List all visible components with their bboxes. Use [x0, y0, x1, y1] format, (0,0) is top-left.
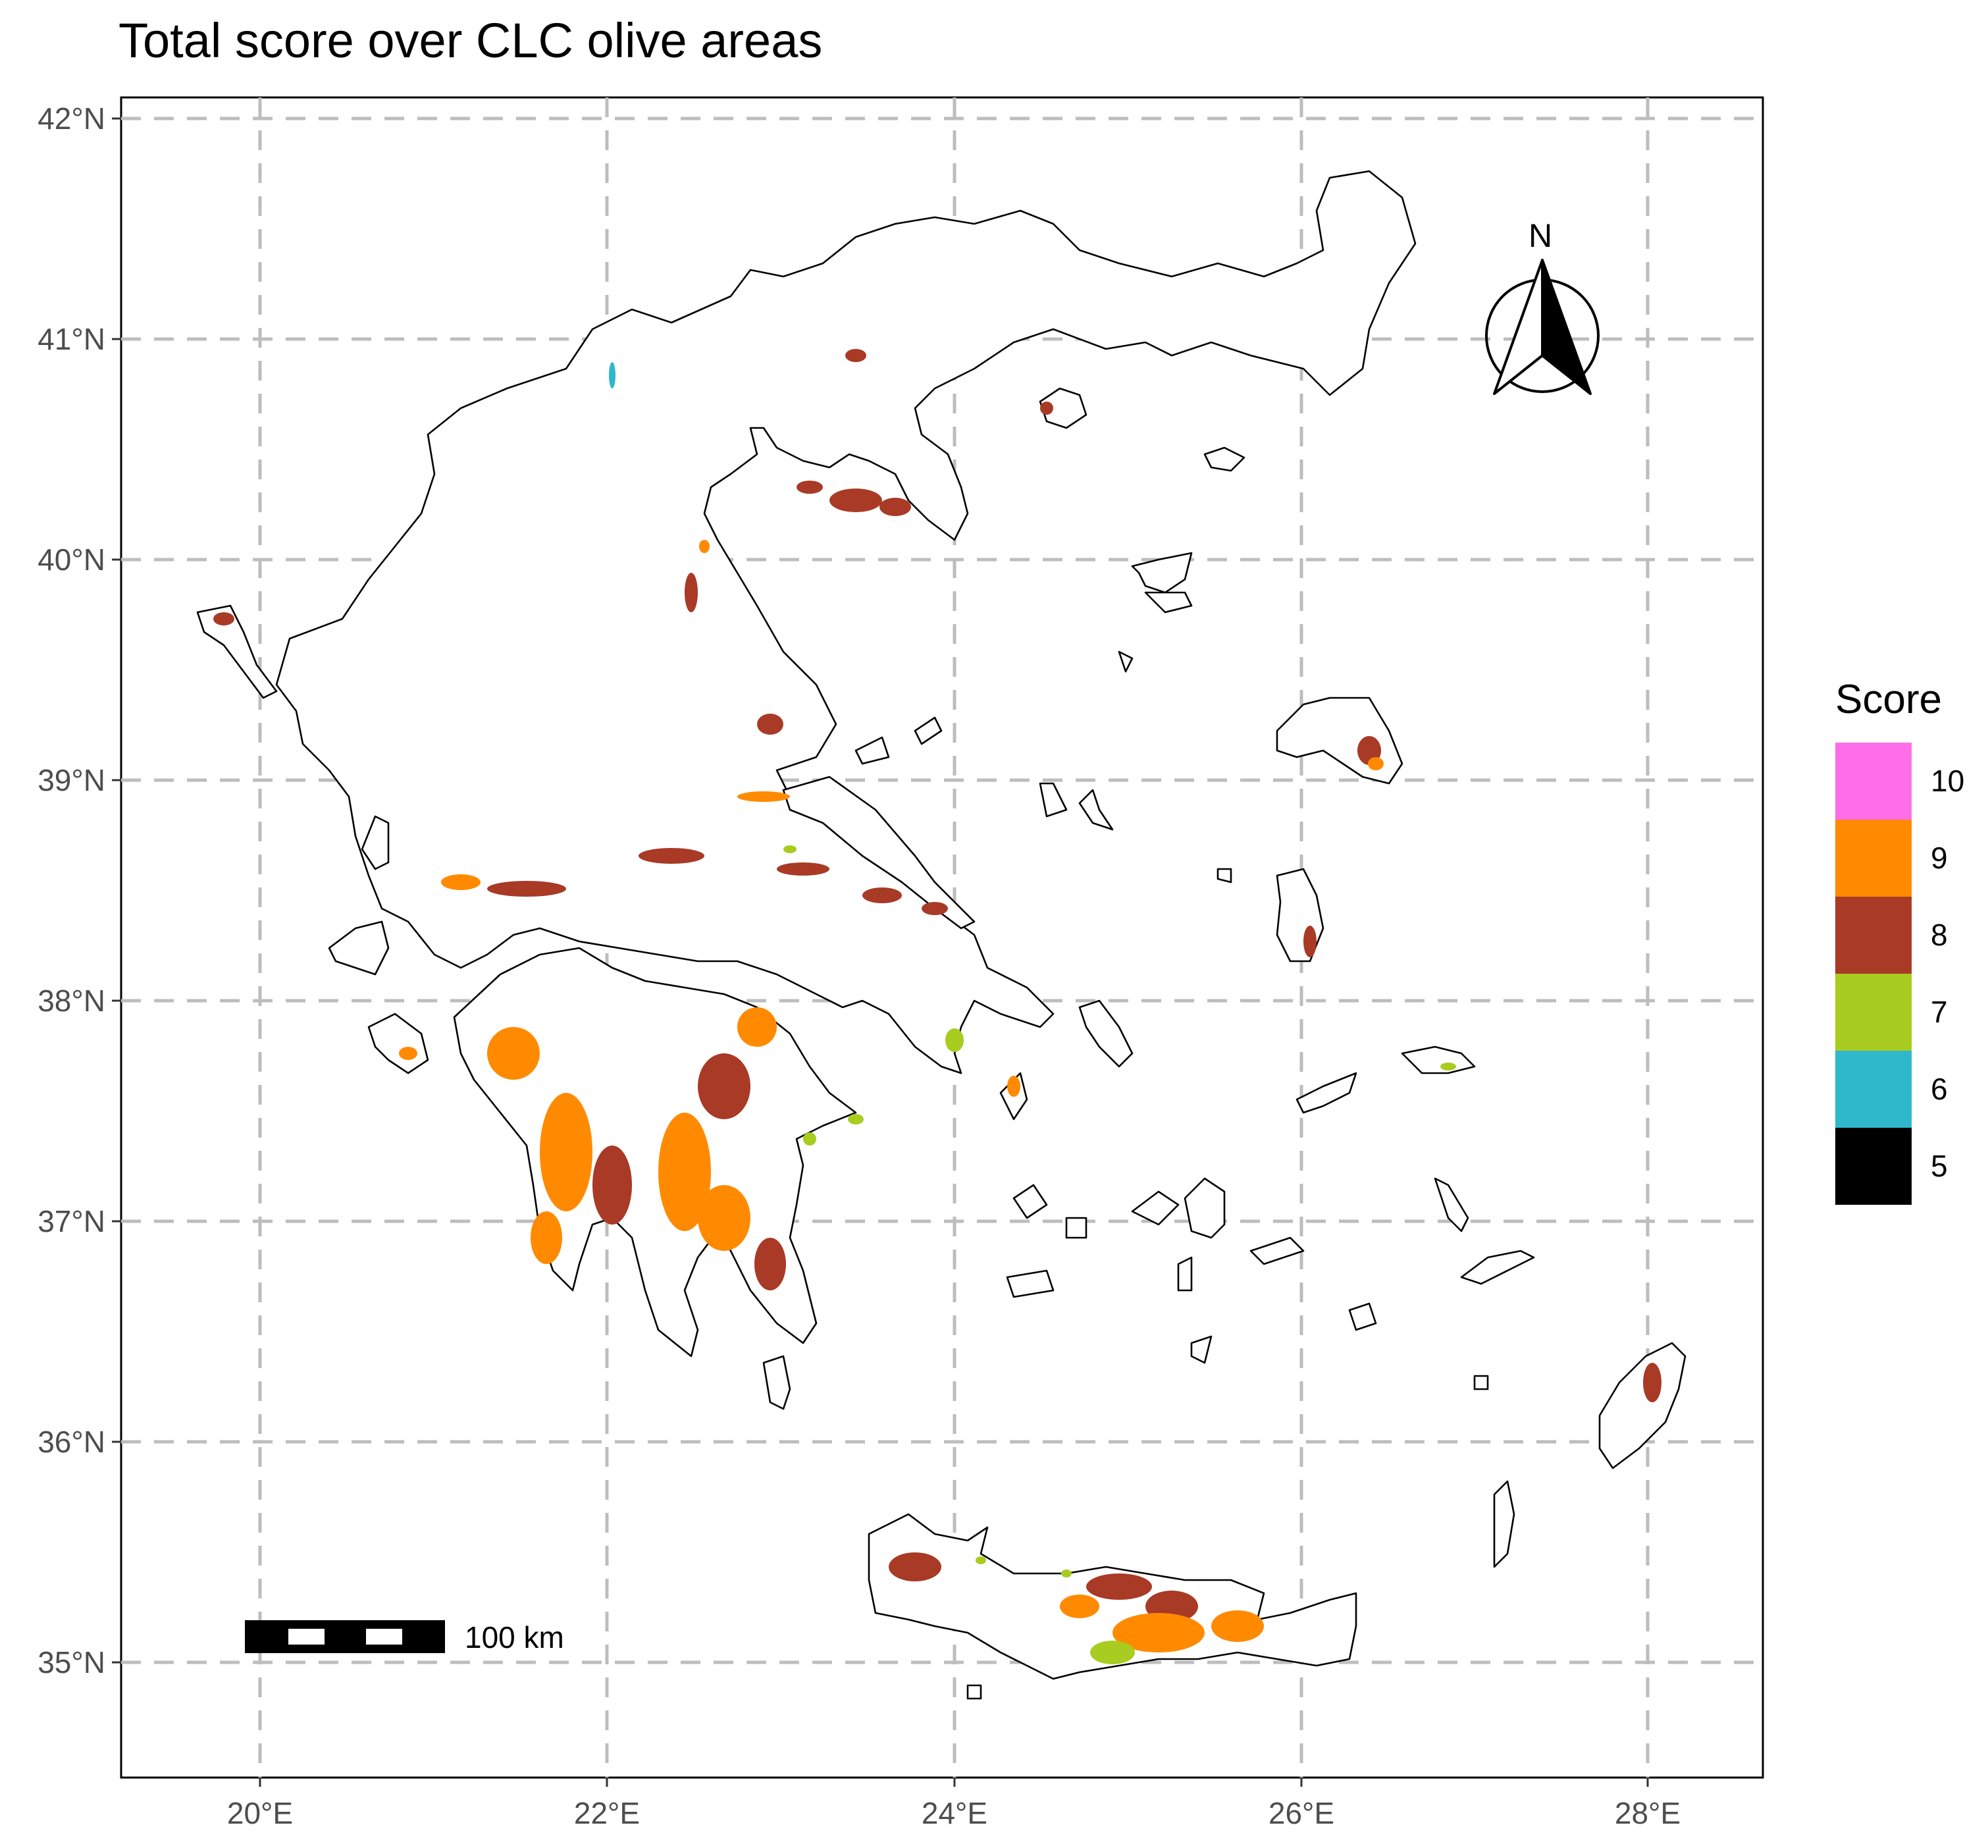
- legend-label-7: 7: [1931, 995, 1948, 1029]
- small-island: [1216, 868, 1232, 884]
- north-arrow: N: [1485, 217, 1600, 395]
- lat-tick-label: 39°N: [38, 763, 105, 797]
- legend-swatch-5: [1835, 1128, 1912, 1205]
- legend-label-9: 9: [1931, 841, 1948, 875]
- kythira: [762, 1355, 791, 1410]
- small-island: [966, 1684, 982, 1700]
- lon-axis: 20°E 22°E 24°E 26°E 28°E: [227, 1778, 1681, 1830]
- mainland-greece: [275, 170, 1417, 1074]
- small-island: [854, 736, 890, 765]
- lat-tick-label: 41°N: [38, 322, 105, 356]
- map-title: Total score over CLC olive areas: [118, 13, 823, 68]
- north-arrow-right-half: [1541, 259, 1592, 395]
- lon-tick-label: 22°E: [574, 1796, 640, 1830]
- legend-swatch-9: [1835, 820, 1912, 897]
- small-island: [1131, 1190, 1180, 1226]
- lon-tick-label: 20°E: [227, 1796, 293, 1830]
- samos: [1401, 1045, 1476, 1074]
- legend-swatch-10: [1835, 743, 1912, 820]
- small-island: [1434, 1177, 1469, 1232]
- legend-swatch-6: [1835, 1051, 1912, 1128]
- lat-tick-label: 38°N: [38, 984, 105, 1018]
- small-island: [1177, 1256, 1193, 1292]
- karpathos: [1493, 1480, 1515, 1568]
- kefalonia: [328, 920, 390, 976]
- andros: [1078, 999, 1134, 1068]
- legend-title: Score: [1835, 677, 1942, 722]
- legend-label-8: 8: [1931, 918, 1948, 952]
- lat-axis: 42°N 41°N 40°N 39°N 38°N 37°N 36°N 35°N: [38, 101, 121, 1679]
- naxos: [1184, 1177, 1226, 1239]
- legend-label-10: 10: [1931, 764, 1964, 798]
- north-arrow-label: N: [1529, 217, 1552, 254]
- legend: Score 10 9 8 7 6 5: [1835, 677, 1964, 1205]
- euboea: [782, 776, 976, 930]
- small-island: [1190, 1335, 1213, 1364]
- corfu: [196, 604, 278, 699]
- kos: [1460, 1250, 1535, 1285]
- small-island: [1006, 1269, 1055, 1298]
- olive-score-patches: [213, 349, 1661, 1664]
- small-island: [1473, 1375, 1489, 1390]
- small-island: [1249, 1236, 1305, 1265]
- lon-tick-label: 24°E: [922, 1796, 987, 1830]
- lefkada: [361, 815, 390, 870]
- small-island: [1118, 650, 1134, 673]
- legend-label-5: 5: [1931, 1149, 1948, 1183]
- small-island: [1065, 1217, 1087, 1239]
- lat-tick-label: 37°N: [38, 1204, 105, 1238]
- ikaria: [1295, 1072, 1357, 1114]
- legend-swatch-7: [1835, 974, 1912, 1051]
- lat-tick-label: 42°N: [38, 101, 105, 136]
- lemnos: [1131, 552, 1193, 594]
- scale-bar-label: 100 km: [465, 1620, 564, 1654]
- thasos: [1039, 387, 1087, 429]
- scale-bar: 100 km: [245, 1620, 564, 1654]
- lat-tick-label: 36°N: [38, 1425, 105, 1459]
- lat-tick-label: 35°N: [38, 1645, 105, 1679]
- lat-tick-label: 40°N: [38, 542, 105, 577]
- lon-tick-label: 26°E: [1269, 1796, 1334, 1830]
- skyros: [1078, 789, 1114, 831]
- samothrace: [1203, 446, 1245, 472]
- small-island: [1144, 591, 1193, 614]
- rhodes: [1598, 1342, 1687, 1469]
- small-island: [1039, 782, 1068, 818]
- small-island: [914, 716, 943, 745]
- lon-tick-label: 28°E: [1615, 1796, 1681, 1830]
- small-island: [1012, 1184, 1048, 1219]
- legend-label-6: 6: [1931, 1072, 1948, 1106]
- small-island: [1348, 1302, 1377, 1331]
- legend-swatch-8: [1835, 897, 1912, 974]
